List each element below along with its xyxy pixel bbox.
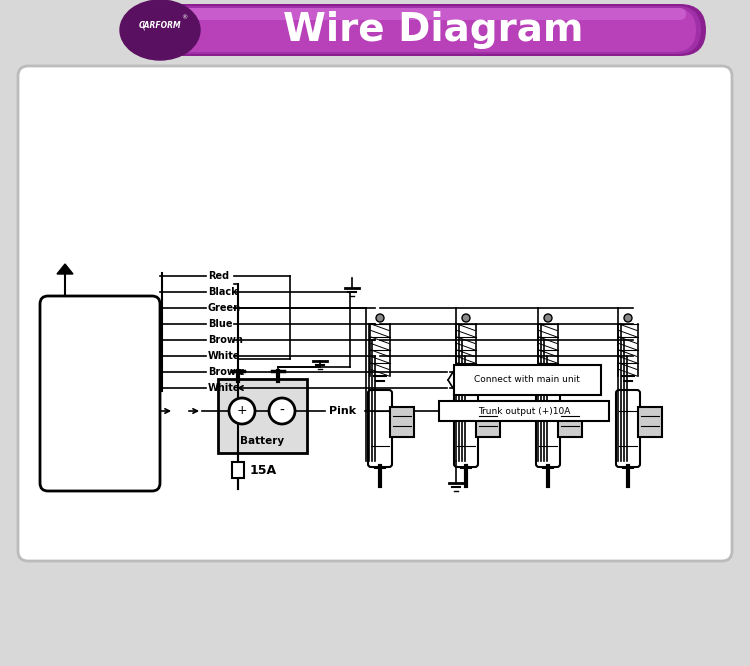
Circle shape [269, 398, 295, 424]
FancyBboxPatch shape [368, 390, 392, 467]
FancyBboxPatch shape [454, 390, 478, 467]
FancyBboxPatch shape [454, 365, 601, 395]
FancyBboxPatch shape [148, 4, 706, 56]
Text: Red: Red [208, 271, 230, 281]
Text: -: - [280, 404, 284, 418]
Text: Connect with main unit: Connect with main unit [474, 376, 580, 384]
FancyBboxPatch shape [536, 390, 560, 467]
Circle shape [376, 314, 384, 322]
Text: CARFORM: CARFORM [139, 21, 182, 31]
Text: Brown: Brown [208, 335, 243, 345]
Text: Battery: Battery [240, 436, 284, 446]
FancyBboxPatch shape [153, 6, 701, 54]
FancyBboxPatch shape [232, 462, 244, 478]
Circle shape [544, 314, 552, 322]
FancyBboxPatch shape [218, 379, 307, 453]
Polygon shape [57, 264, 73, 274]
Text: Black: Black [208, 287, 238, 297]
FancyBboxPatch shape [616, 390, 640, 467]
Circle shape [462, 314, 470, 322]
FancyBboxPatch shape [476, 407, 500, 437]
FancyBboxPatch shape [168, 8, 686, 20]
FancyBboxPatch shape [390, 407, 414, 437]
Text: Brown: Brown [208, 367, 243, 377]
FancyBboxPatch shape [158, 8, 696, 52]
Text: +: + [237, 404, 248, 418]
Text: (: ( [141, 21, 145, 31]
FancyBboxPatch shape [40, 296, 160, 491]
FancyBboxPatch shape [558, 407, 582, 437]
Circle shape [624, 314, 632, 322]
Text: Trunk output (+)10A: Trunk output (+)10A [478, 406, 570, 416]
Text: 15A: 15A [250, 464, 278, 478]
Circle shape [229, 398, 255, 424]
FancyBboxPatch shape [638, 407, 662, 437]
Text: Green: Green [208, 303, 242, 313]
Text: Blue: Blue [208, 319, 232, 329]
Text: ®: ® [181, 15, 188, 21]
Text: Pink: Pink [329, 406, 356, 416]
Text: White: White [208, 351, 241, 361]
FancyBboxPatch shape [18, 66, 732, 561]
Text: White: White [208, 383, 241, 393]
FancyBboxPatch shape [439, 401, 609, 421]
Text: Wire Diagram: Wire Diagram [283, 11, 584, 49]
Ellipse shape [120, 0, 200, 60]
